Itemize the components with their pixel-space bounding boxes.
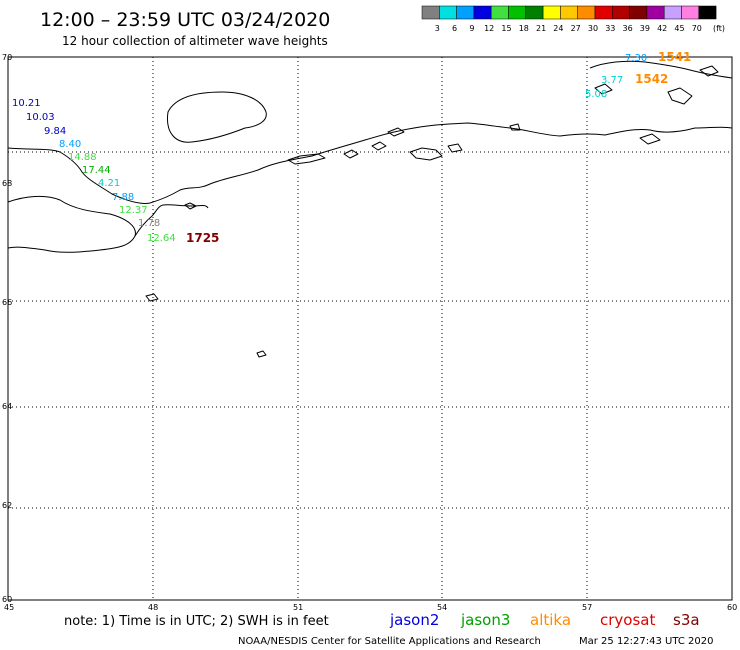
- scale-tick-label: 70: [692, 24, 702, 33]
- scale-tick-label: 3: [435, 24, 440, 33]
- scale-swatch: [525, 5, 544, 20]
- scale-tick-label: 18: [519, 24, 529, 33]
- scale-tick-label: 39: [640, 24, 650, 33]
- lon-label-57: 57: [582, 603, 592, 612]
- scale-swatch: [421, 5, 440, 20]
- scale-swatch: [577, 5, 596, 20]
- wave-label: 10.03: [26, 112, 55, 123]
- map-frame: [7, 56, 733, 601]
- scale-swatch: [646, 5, 665, 20]
- wave-label: 12.64: [147, 233, 176, 244]
- wave-label: 4.21: [98, 178, 120, 189]
- lon-label-54: 54: [437, 603, 447, 612]
- lon-label-45: 45: [4, 603, 14, 612]
- wave-label: 14.88: [68, 152, 97, 163]
- scale-tick-label: 21: [536, 24, 546, 33]
- footer-note: note: 1) Time is in UTC; 2) SWH is in fe…: [64, 614, 329, 629]
- scale-swatch: [560, 5, 578, 20]
- scale-tick-label: 9: [469, 24, 474, 33]
- wave-height-color-scale: 3 6 9 12 15 18 21 24 27 30 33 36 39 42 45 70: [421, 5, 717, 33]
- scale-swatch: [490, 5, 509, 20]
- scale-swatch: [456, 5, 475, 20]
- scale-tick-label: 6: [452, 24, 457, 33]
- scale-tick-label: 33: [605, 24, 615, 33]
- wave-label: 1.78: [138, 218, 160, 229]
- scale-swatch: [663, 5, 682, 20]
- page-subtitle: 12 hour collection of altimeter wave hei…: [62, 34, 328, 48]
- satellite-legend: jason2 jason3 altika cryosat s3a: [389, 611, 700, 629]
- scale-swatch: [629, 5, 648, 20]
- wave-label: 7.30: [625, 53, 647, 64]
- scale-swatch: [681, 5, 700, 20]
- satellite-name: jason2: [389, 611, 439, 629]
- lat-label-62: 62: [2, 501, 12, 510]
- lat-label-66: 66: [2, 298, 12, 307]
- page-title: 12:00 – 23:59 UTC 03/24/2020: [40, 9, 330, 31]
- lon-label-48: 48: [148, 603, 158, 612]
- scale-tick-label: 15: [501, 24, 511, 33]
- satellite-name: s3a: [673, 611, 700, 629]
- scale-swatch: [473, 5, 492, 20]
- wave-label: 9.84: [44, 126, 66, 137]
- lon-label-60: 60: [727, 603, 737, 612]
- scale-swatch: [612, 5, 630, 20]
- scale-swatch: [594, 5, 613, 20]
- graticule: [8, 57, 732, 600]
- wave-label: 7.88: [112, 192, 134, 203]
- wave-label: 3.77: [601, 75, 623, 86]
- scale-tick-label: 27: [571, 24, 581, 33]
- pass-time-labels: 1725 1541 1542: [186, 50, 691, 245]
- scale-tick-label: 12: [484, 24, 494, 33]
- lat-label-68: 68: [2, 179, 12, 188]
- lon-label-51: 51: [293, 603, 303, 612]
- wave-height-labels: 10.21 10.03 9.84 8.40 14.88 17.44 4.21 7…: [12, 53, 647, 244]
- scale-swatch: [439, 5, 457, 20]
- satellite-name: altika: [530, 611, 571, 629]
- time-label: 1541: [658, 50, 691, 64]
- scale-tick-label: 42: [657, 24, 667, 33]
- wave-label: 5.08: [585, 89, 607, 100]
- scale-swatch: [508, 5, 527, 20]
- scale-swatch: [542, 5, 561, 20]
- wave-label: 17.44: [82, 165, 111, 176]
- coastline: [7, 60, 733, 358]
- scale-tick-label: 30: [588, 24, 598, 33]
- wave-label: 12.37: [119, 205, 148, 216]
- scale-tick-label: 24: [553, 24, 563, 33]
- timestamp: Mar 25 12:27:43 UTC 2020: [579, 636, 714, 647]
- scale-unit-label: (ft): [713, 24, 725, 33]
- credit-line: NOAA/NESDIS Center for Satellite Applica…: [238, 636, 541, 647]
- satellite-name: jason3: [460, 611, 510, 629]
- time-label: 1725: [186, 231, 219, 245]
- scale-tick-label: 45: [674, 24, 684, 33]
- wave-label: 8.40: [59, 139, 81, 150]
- scale-tick-label: 36: [623, 24, 633, 33]
- lat-label-60: 60: [2, 595, 12, 604]
- lat-label-64: 64: [2, 402, 12, 411]
- satellite-name: cryosat: [600, 611, 655, 629]
- scale-swatch: [698, 5, 717, 20]
- wave-label: 10.21: [12, 98, 41, 109]
- time-label: 1542: [635, 72, 668, 86]
- lat-label-70: 70: [2, 53, 12, 62]
